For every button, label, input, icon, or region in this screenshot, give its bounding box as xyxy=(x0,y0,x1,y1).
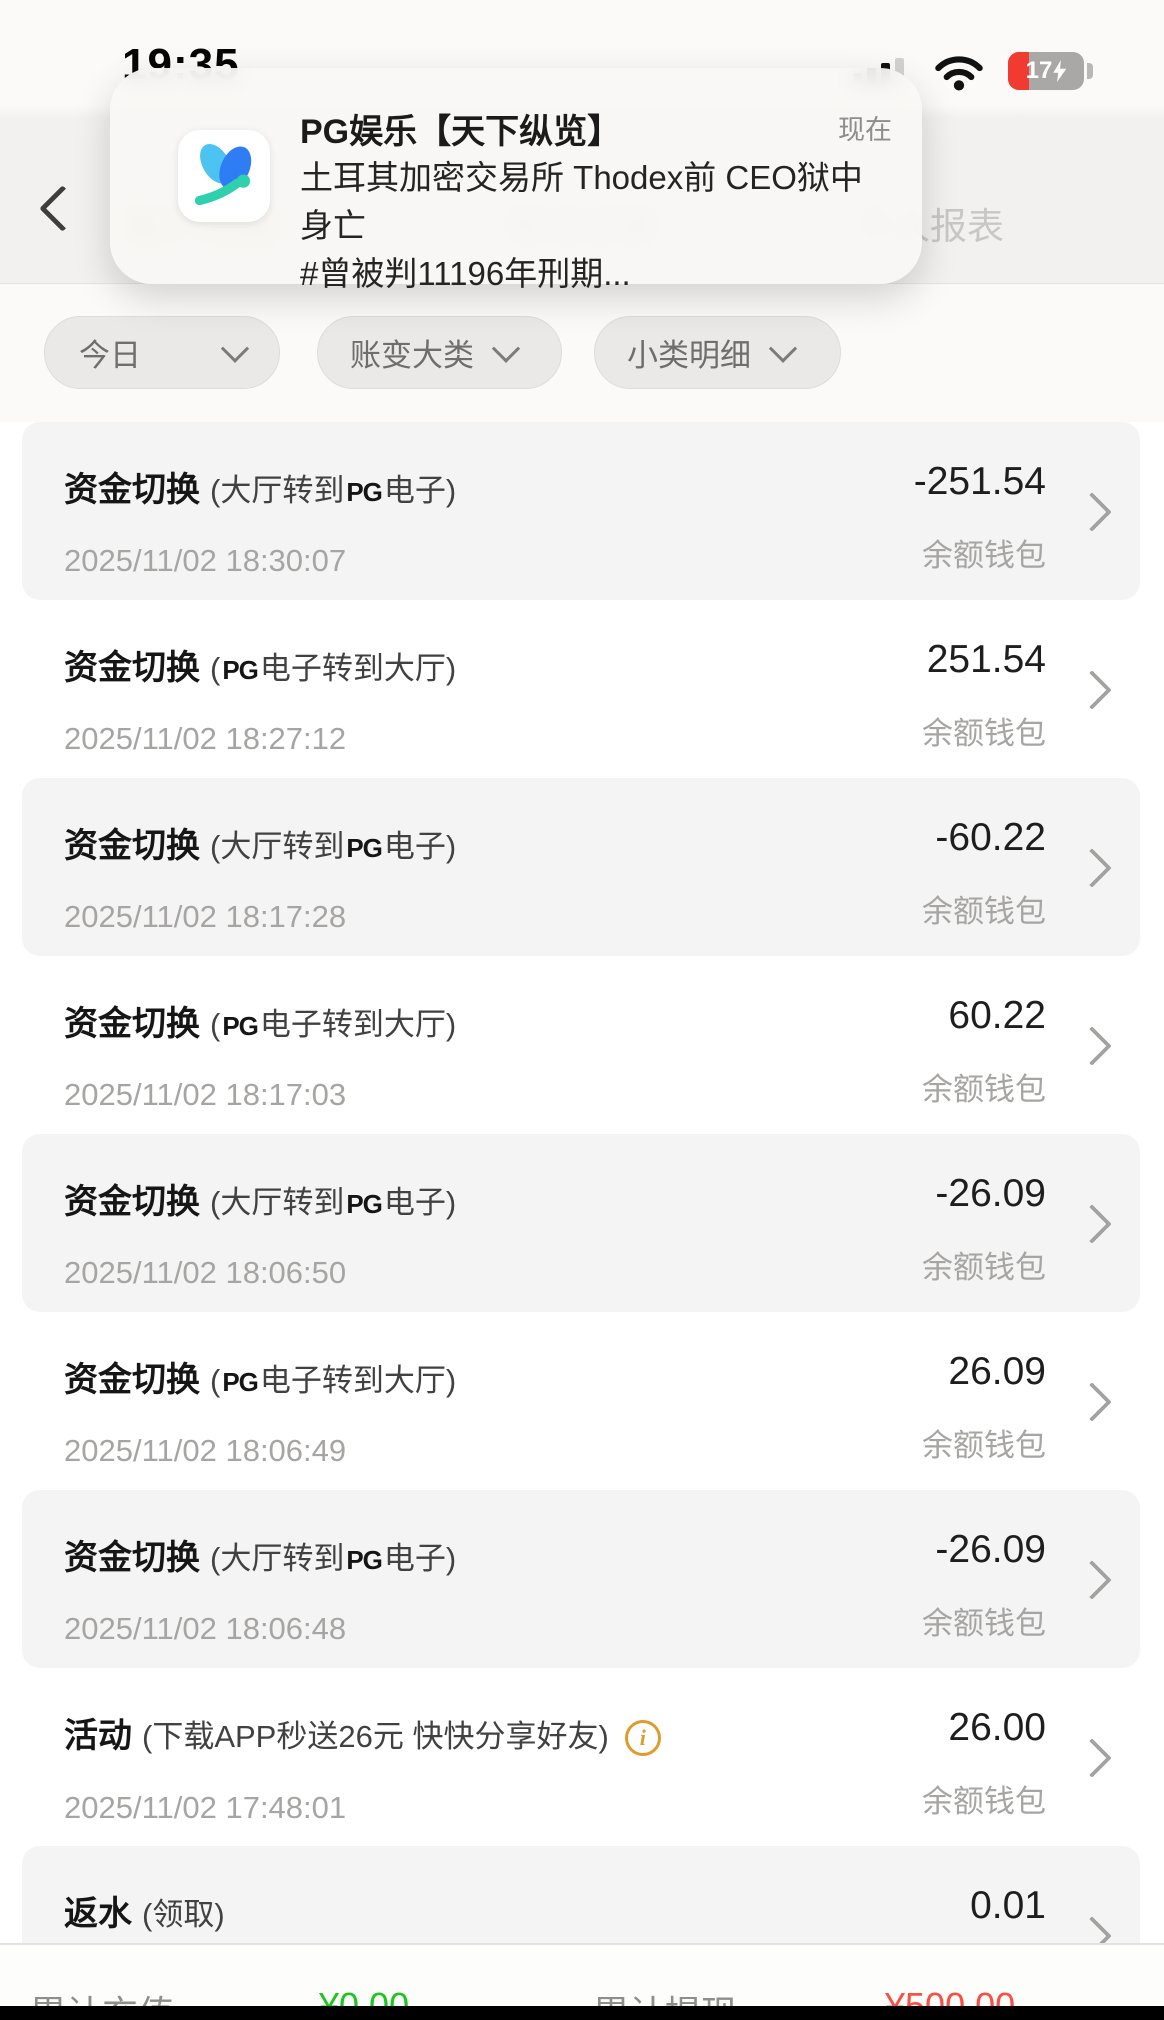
wallet-label: 余额钱包 xyxy=(922,894,1046,929)
transaction-amount: -60.22 xyxy=(935,816,1046,859)
pg-brand-mark: PG xyxy=(346,477,383,507)
transaction-row[interactable]: 活动 (下载APP秒送26元 快快分享好友) i 2025/11/02 17:4… xyxy=(22,1668,1140,1846)
wallet-label: 余额钱包 xyxy=(922,1250,1046,1285)
transaction-amount: 0.01 xyxy=(970,1884,1046,1927)
transaction-row[interactable]: 资金切换 (大厅转到PG电子) 2025/11/02 18:30:07 -251… xyxy=(22,422,1140,600)
transaction-amount: 60.22 xyxy=(948,994,1046,1037)
transaction-datetime: 2025/11/02 18:17:28 xyxy=(64,899,347,934)
notification-timestamp: 现在 xyxy=(838,115,892,145)
pg-brand-mark: PG xyxy=(346,1545,383,1575)
wallet-label: 余额钱包 xyxy=(922,1072,1046,1107)
chevron-down-icon xyxy=(768,334,798,363)
transaction-datetime: 2025/11/02 18:06:50 xyxy=(64,1255,347,1290)
transaction-datetime: 2025/11/02 17:48:01 xyxy=(64,1790,347,1825)
pg-brand-mark: PG xyxy=(346,1189,383,1219)
notification-body: 土耳其加密交易所 Thodex前 CEO狱中身亡 #曾被判11196年刑期... xyxy=(300,159,863,292)
butterfly-logo-icon xyxy=(178,130,270,222)
transaction-row[interactable]: 资金切换 (PG电子转到大厅) 2025/11/02 18:27:12 251.… xyxy=(22,600,1140,778)
pg-brand-mark xyxy=(609,1723,613,1753)
pg-brand-mark: PG xyxy=(222,655,259,685)
pg-brand-mark: PG xyxy=(222,1011,259,1041)
chevron-down-icon xyxy=(491,334,521,363)
pg-brand-mark: PG xyxy=(346,833,383,863)
notification-title: PG娱乐【天下纵览】 xyxy=(300,113,622,151)
transaction-row[interactable]: 资金切换 (PG电子转到大厅) 2025/11/02 18:17:03 60.2… xyxy=(22,956,1140,1134)
charging-bolt-icon xyxy=(1053,60,1067,82)
wallet-label: 余额钱包 xyxy=(922,1784,1046,1819)
pg-brand-mark: PG xyxy=(222,1367,259,1397)
screen-bottom-strip xyxy=(0,2006,1164,2020)
battery-icon: 17 xyxy=(1008,52,1084,90)
filter-category-dropdown[interactable]: 账变大类 xyxy=(317,316,562,389)
transaction-row[interactable]: 资金切换 (大厅转到PG电子) 2025/11/02 18:17:28 -60.… xyxy=(22,778,1140,956)
wallet-label: 余额钱包 xyxy=(922,1606,1046,1641)
filter-date-dropdown[interactable]: 今日 xyxy=(44,316,280,389)
transaction-datetime: 2025/11/02 18:27:12 xyxy=(64,721,347,756)
transaction-datetime: 2025/11/02 18:06:49 xyxy=(64,1433,347,1468)
battery-level-red xyxy=(1008,52,1029,90)
wallet-label: 余额钱包 xyxy=(922,1428,1046,1463)
transaction-row[interactable]: 资金切换 (大厅转到PG电子) 2025/11/02 18:06:48 -26.… xyxy=(22,1490,1140,1668)
transaction-datetime: 2025/11/02 18:06:48 xyxy=(64,1611,347,1646)
transaction-amount: -26.09 xyxy=(935,1528,1046,1571)
wallet-label: 余额钱包 xyxy=(922,538,1046,573)
wifi-icon xyxy=(933,53,985,96)
chevron-down-icon xyxy=(220,334,250,363)
transaction-amount: 251.54 xyxy=(926,638,1046,681)
battery-cap xyxy=(1087,63,1093,79)
filter-subcategory-dropdown[interactable]: 小类明细 xyxy=(594,316,841,389)
transaction-datetime: 2025/11/02 18:17:03 xyxy=(64,1077,347,1112)
transaction-row[interactable]: 资金切换 (PG电子转到大厅) 2025/11/02 18:06:49 26.0… xyxy=(22,1312,1140,1490)
transaction-row[interactable]: 资金切换 (大厅转到PG电子) 2025/11/02 18:06:50 -26.… xyxy=(22,1134,1140,1312)
wallet-label: 余额钱包 xyxy=(922,716,1046,751)
transaction-datetime: 2025/11/02 18:30:07 xyxy=(64,543,347,578)
transaction-amount: 26.00 xyxy=(948,1706,1046,1749)
push-notification[interactable]: PG娱乐【天下纵览】 现在 土耳其加密交易所 Thodex前 CEO狱中身亡 #… xyxy=(110,68,922,292)
transaction-amount: -251.54 xyxy=(913,460,1046,503)
pg-brand-mark xyxy=(225,1901,229,1931)
info-icon[interactable]: i xyxy=(624,1720,661,1756)
transaction-amount: -26.09 xyxy=(935,1172,1046,1215)
transaction-amount: 26.09 xyxy=(948,1350,1046,1393)
